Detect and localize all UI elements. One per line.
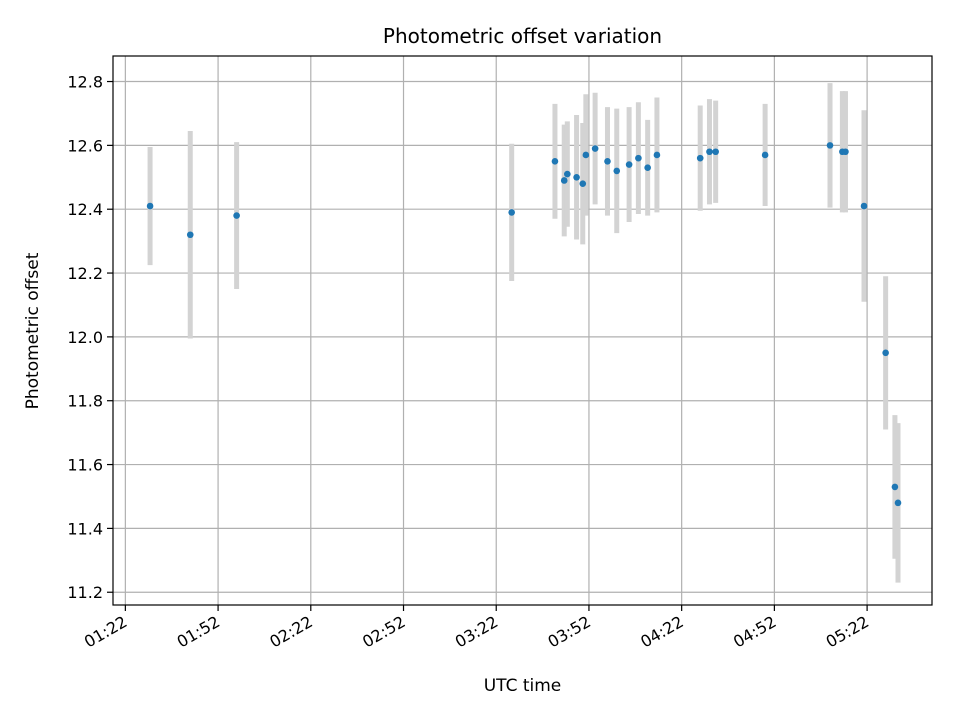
y-axis-label: Photometric offset [23, 252, 43, 409]
data-point [625, 161, 633, 168]
y-axis-ticks: 11.2 11.4 11.6 11.8 12.0 12.2 12.4 12.6 12.8 [67, 73, 113, 602]
y-tick-label: 12.4 [67, 200, 103, 219]
data-point [551, 158, 559, 165]
data-point [579, 180, 587, 187]
data-points [146, 142, 902, 507]
data-point [186, 231, 194, 239]
data-point [573, 173, 580, 181]
y-tick-label: 12.6 [67, 136, 103, 155]
data-point [712, 148, 719, 156]
data-point [891, 483, 899, 491]
data-point [826, 142, 834, 149]
data-point [564, 170, 571, 178]
data-point [653, 151, 661, 159]
y-tick-label: 11.2 [67, 583, 103, 602]
data-point [233, 212, 240, 219]
grid-lines [113, 56, 932, 605]
y-tick-label: 11.6 [67, 456, 103, 475]
plot-frame [112, 55, 933, 606]
data-point [591, 145, 599, 152]
data-point [761, 151, 769, 159]
data-point [882, 349, 889, 357]
data-point [644, 164, 651, 172]
data-point [842, 148, 849, 156]
data-point [635, 154, 642, 162]
x-axis-label: UTC time [484, 676, 562, 696]
y-tick-label: 11.4 [67, 519, 103, 538]
data-point [696, 154, 704, 162]
data-point [613, 167, 621, 175]
data-point [582, 151, 590, 159]
data-point [146, 202, 154, 210]
data-point [604, 158, 611, 165]
data-point [894, 499, 902, 507]
data-point [560, 177, 568, 184]
data-point [860, 202, 868, 210]
y-tick-label: 12.8 [67, 73, 103, 92]
chart-title: Photometric offset variation [383, 24, 662, 48]
y-tick-label: 12.2 [67, 264, 103, 283]
data-point [508, 209, 515, 216]
y-tick-label: 12.0 [67, 328, 103, 347]
y-tick-label: 11.8 [67, 392, 103, 411]
data-point [706, 148, 713, 156]
